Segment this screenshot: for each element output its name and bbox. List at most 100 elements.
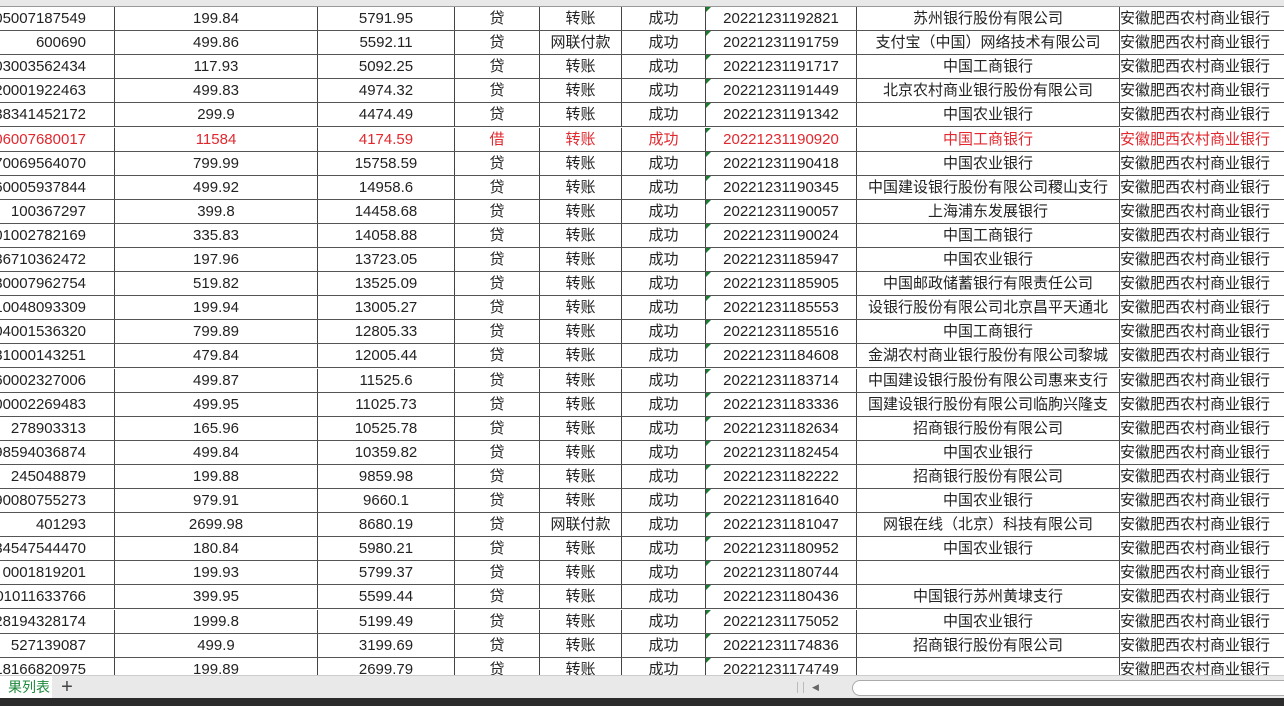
type-cell[interactable]: 转账: [540, 7, 622, 30]
amount-cell[interactable]: 335.83: [115, 223, 318, 247]
counterparty-cell[interactable]: 支付宝（中国）网络技术有限公司: [857, 31, 1120, 55]
amount-cell[interactable]: 499.83: [115, 79, 318, 103]
bank-cell[interactable]: 安徽肥西农村商业银行: [1120, 251, 1271, 268]
horizontal-scrollbar[interactable]: [852, 680, 1284, 696]
direction-cell[interactable]: 贷: [455, 513, 540, 537]
bank-cell[interactable]: 安徽肥西农村商业银行: [1120, 660, 1271, 675]
counterparty-cell[interactable]: 招商银行股份有限公司: [857, 416, 1120, 440]
bank-cell[interactable]: 安徽肥西农村商业银行: [1120, 323, 1271, 341]
balance-cell[interactable]: 5980.21: [318, 537, 455, 561]
status-cell[interactable]: 成功: [622, 464, 706, 488]
counterparty-cell[interactable]: 中国农业银行: [857, 609, 1120, 633]
counterparty-cell[interactable]: 北京农村商业银行股份有限公司: [857, 79, 1120, 103]
counterparty-cell[interactable]: 中国工商银行: [857, 223, 1120, 247]
amount-cell[interactable]: 165.96: [115, 416, 318, 440]
counterparty-cell[interactable]: [857, 657, 1120, 675]
counterparty-cell[interactable]: 上海浦东发展银行: [857, 199, 1120, 223]
bank-cell[interactable]: 安徽肥西农村商业银行: [1120, 612, 1271, 630]
status-cell[interactable]: 成功: [622, 609, 706, 633]
counterparty-cell[interactable]: 中国邮政储蓄银行有限责任公司: [857, 272, 1120, 296]
amount-cell[interactable]: 799.99: [115, 151, 318, 175]
type-cell[interactable]: 网联付款: [540, 513, 622, 537]
direction-cell[interactable]: 贷: [455, 368, 540, 392]
direction-cell[interactable]: 贷: [455, 609, 540, 633]
transaction-id-cell[interactable]: 20221231185553: [706, 296, 857, 320]
transaction-id-cell[interactable]: 20221231182634: [706, 416, 857, 440]
account-cell[interactable]: 60002327006: [0, 368, 115, 392]
bank-cell[interactable]: 安徽肥西农村商业银行: [1120, 467, 1271, 485]
status-cell[interactable]: 成功: [622, 127, 706, 151]
bank-cell[interactable]: 安徽肥西农村商业银行: [1120, 226, 1271, 244]
balance-cell[interactable]: 12805.33: [318, 320, 455, 344]
bank-cell[interactable]: 安徽肥西农村商业银行: [1120, 130, 1271, 148]
status-cell[interactable]: 成功: [622, 175, 706, 199]
amount-cell[interactable]: 499.84: [115, 440, 318, 464]
transaction-id-cell[interactable]: 20221231191759: [706, 31, 857, 55]
type-cell[interactable]: 转账: [540, 296, 622, 320]
transaction-id-cell[interactable]: 20221231181047: [706, 513, 857, 537]
amount-cell[interactable]: 199.84: [115, 7, 318, 30]
type-cell[interactable]: 转账: [540, 272, 622, 296]
type-cell[interactable]: 转账: [540, 489, 622, 512]
transaction-id-cell[interactable]: 20221231183714: [706, 368, 857, 392]
account-cell[interactable]: 100367297: [0, 199, 115, 223]
direction-cell[interactable]: 贷: [455, 344, 540, 368]
transaction-id-cell[interactable]: 20221231192821: [706, 7, 857, 30]
status-cell[interactable]: 成功: [622, 368, 706, 392]
scroll-left-icon[interactable]: ◀: [812, 682, 819, 692]
account-cell[interactable]: 278903313: [0, 416, 115, 440]
type-cell[interactable]: 转账: [540, 585, 622, 609]
type-cell[interactable]: 转账: [540, 79, 622, 103]
status-cell[interactable]: 成功: [622, 272, 706, 296]
amount-cell[interactable]: 117.93: [115, 55, 318, 79]
type-cell[interactable]: 转账: [540, 151, 622, 175]
status-cell[interactable]: 成功: [622, 392, 706, 416]
balance-cell[interactable]: 4174.59: [318, 127, 455, 151]
account-cell[interactable]: 04001536320: [0, 320, 115, 344]
account-cell[interactable]: 30007962754: [0, 272, 115, 296]
counterparty-cell[interactable]: 中国工商银行: [857, 55, 1120, 79]
direction-cell[interactable]: 贷: [455, 561, 540, 585]
bank-cell[interactable]: 安徽肥西农村商业银行: [1120, 564, 1271, 582]
amount-cell[interactable]: 399.95: [115, 585, 318, 609]
status-cell[interactable]: 成功: [622, 31, 706, 55]
direction-cell[interactable]: 贷: [455, 537, 540, 561]
counterparty-cell[interactable]: 中国农业银行: [857, 489, 1120, 512]
direction-cell[interactable]: 贷: [455, 272, 540, 296]
account-cell[interactable]: 527139087: [0, 633, 115, 657]
amount-cell[interactable]: 199.89: [115, 657, 318, 675]
status-cell[interactable]: 成功: [622, 416, 706, 440]
type-cell[interactable]: 转账: [540, 440, 622, 464]
direction-cell[interactable]: 贷: [455, 7, 540, 30]
amount-cell[interactable]: 499.95: [115, 392, 318, 416]
balance-cell[interactable]: 13723.05: [318, 248, 455, 271]
amount-cell[interactable]: 479.84: [115, 344, 318, 368]
account-cell[interactable]: 18166820975: [0, 657, 115, 675]
balance-cell[interactable]: 4974.32: [318, 79, 455, 103]
direction-cell[interactable]: 贷: [455, 296, 540, 320]
balance-cell[interactable]: 5599.44: [318, 585, 455, 609]
type-cell[interactable]: 转账: [540, 657, 622, 675]
counterparty-cell[interactable]: 中国农业银行: [857, 440, 1120, 464]
counterparty-cell[interactable]: 中国建设银行股份有限公司稷山支行: [857, 175, 1120, 199]
bank-cell[interactable]: 安徽肥西农村商业银行: [1120, 58, 1271, 76]
transaction-id-cell[interactable]: 20221231190024: [706, 223, 857, 247]
transaction-id-cell[interactable]: 20221231185947: [706, 248, 857, 271]
status-cell[interactable]: 成功: [622, 585, 706, 609]
balance-cell[interactable]: 5199.49: [318, 609, 455, 633]
transaction-id-cell[interactable]: 20221231180436: [706, 585, 857, 609]
bank-cell[interactable]: 安徽肥西农村商业银行: [1120, 371, 1271, 389]
status-cell[interactable]: 成功: [622, 248, 706, 271]
bank-cell[interactable]: 安徽肥西农村商业银行: [1120, 347, 1271, 365]
transaction-id-cell[interactable]: 20221231181640: [706, 489, 857, 512]
balance-cell[interactable]: 11025.73: [318, 392, 455, 416]
type-cell[interactable]: 转账: [540, 55, 622, 79]
amount-cell[interactable]: 299.9: [115, 103, 318, 127]
account-cell[interactable]: 0001819201: [0, 561, 115, 585]
transaction-id-cell[interactable]: 20221231190418: [706, 151, 857, 175]
account-cell[interactable]: 600690: [0, 31, 115, 55]
counterparty-cell[interactable]: 招商银行股份有限公司: [857, 633, 1120, 657]
balance-cell[interactable]: 15758.59: [318, 151, 455, 175]
type-cell[interactable]: 转账: [540, 223, 622, 247]
status-cell[interactable]: 成功: [622, 199, 706, 223]
